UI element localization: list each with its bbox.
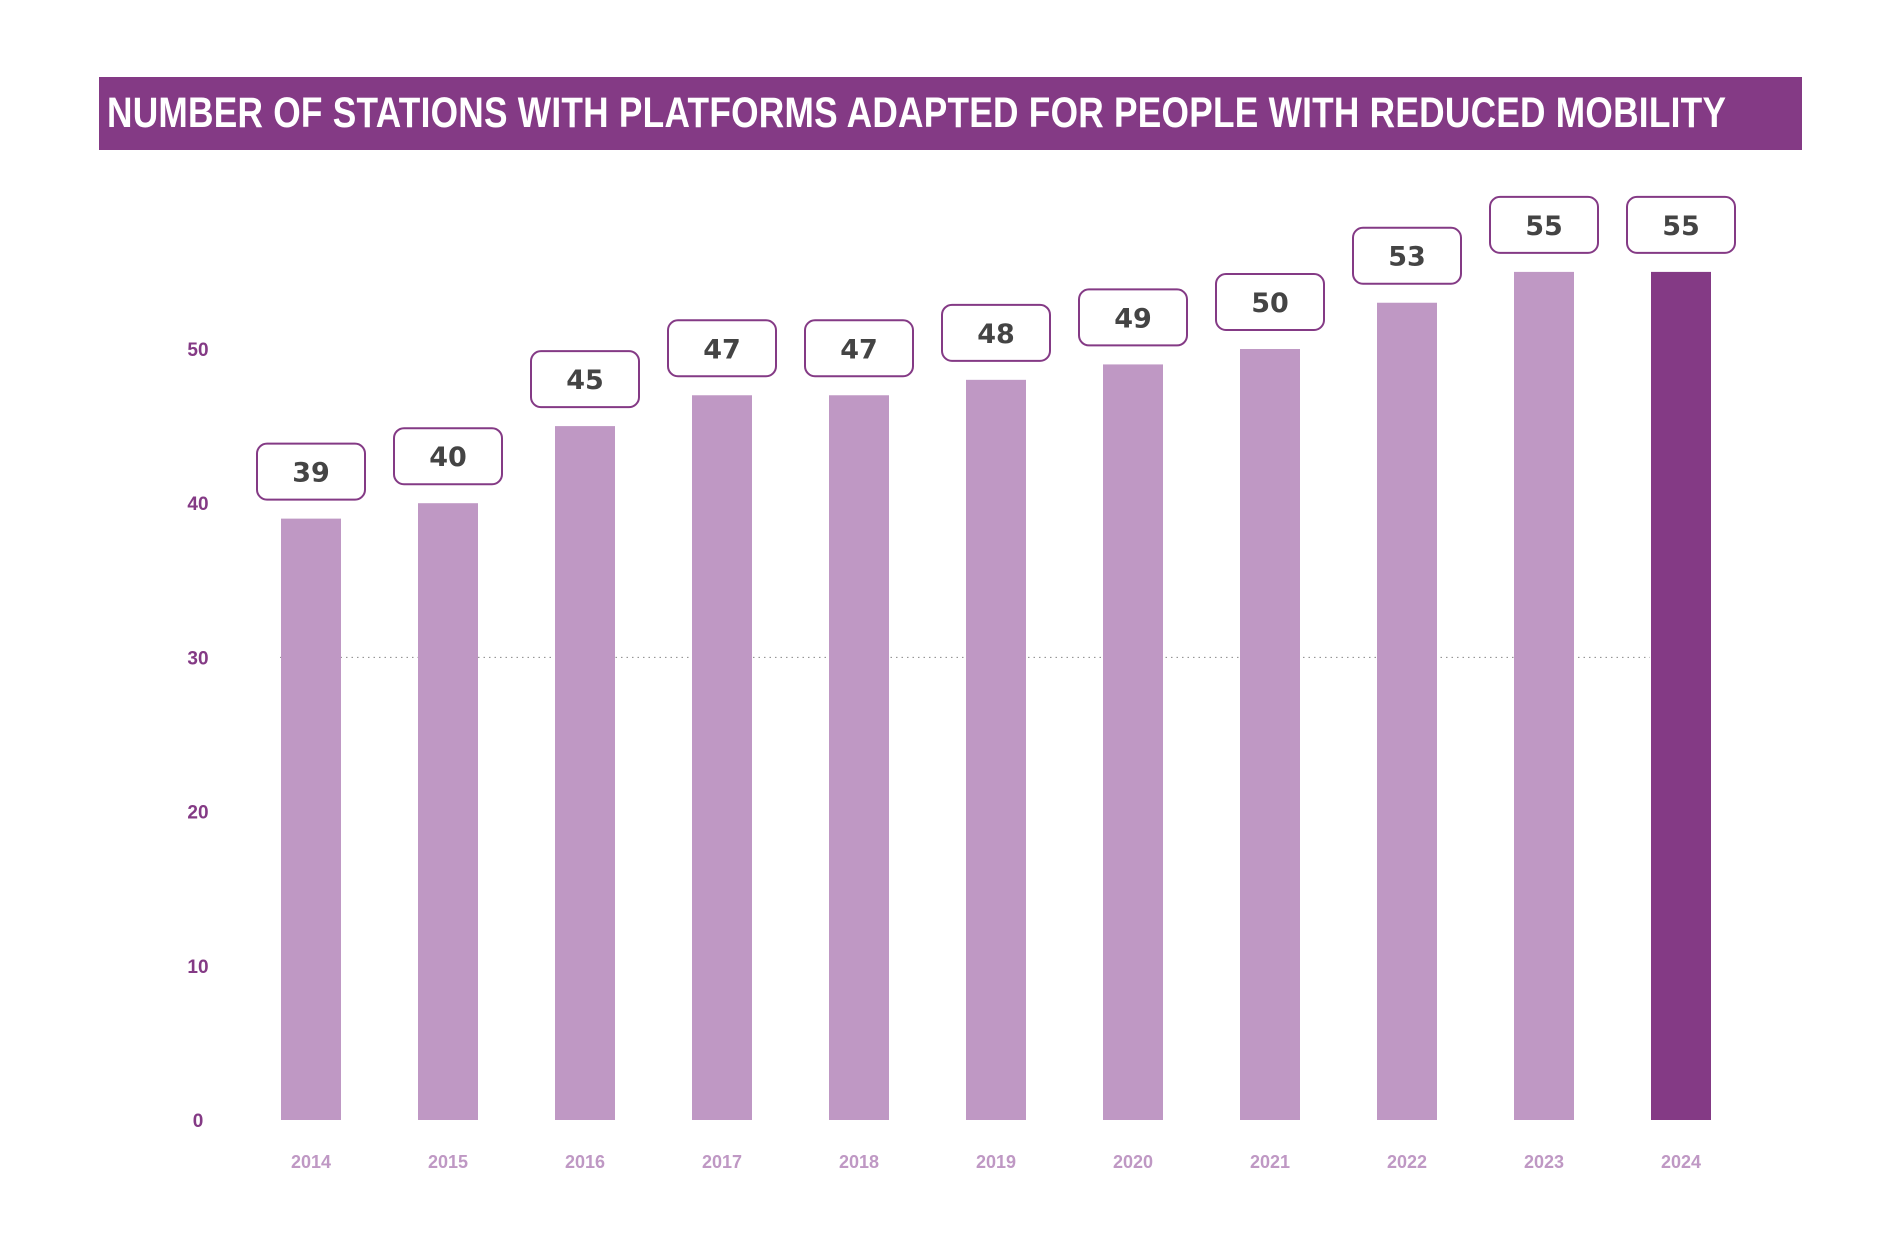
bar-2017 <box>692 395 752 1120</box>
data-label-2024: 55 <box>1626 195 1736 254</box>
x-tick-label-2024: 2024 <box>1661 1152 1701 1172</box>
y-tick-label: 0 <box>193 1111 204 1132</box>
bars <box>281 271 1711 1121</box>
y-tick-label: 40 <box>187 494 208 515</box>
bar-2020 <box>1103 364 1163 1120</box>
x-axis: 2014 2015 2016 2017 2018 2019 2020 2021 2022 2023… <box>291 1152 1701 1172</box>
data-label-value: 39 <box>292 458 330 489</box>
data-label-value: 40 <box>429 442 467 473</box>
data-label-box <box>804 319 914 378</box>
data-label-box <box>1489 195 1599 254</box>
data-label-box <box>1215 273 1325 331</box>
x-tick-label-2017: 2017 <box>702 1152 742 1172</box>
x-tick-label-2015: 2015 <box>428 1152 468 1172</box>
data-label-box <box>1626 195 1736 254</box>
data-label-box <box>667 319 777 378</box>
data-label-box <box>393 427 503 486</box>
data-label-2023: 55 <box>1489 195 1599 254</box>
data-label-2015: 40 <box>393 427 503 486</box>
data-label-value: 48 <box>977 319 1015 350</box>
data-label-2020: 49 <box>1078 288 1188 347</box>
data-label-value: 45 <box>566 365 604 396</box>
x-tick-label-2023: 2023 <box>1524 1152 1564 1172</box>
bar-2024 <box>1651 271 1711 1120</box>
bar-2014 <box>281 518 341 1120</box>
y-tick-label: 20 <box>187 803 208 824</box>
data-label-value: 49 <box>1114 303 1152 334</box>
data-label-value: 55 <box>1525 211 1563 242</box>
data-label-box <box>256 442 366 501</box>
y-tick-label: 30 <box>187 648 208 669</box>
data-label-2017: 47 <box>667 319 777 378</box>
y-axis: 0 10 20 30 40 50 <box>187 340 208 1132</box>
chart-title-banner: NUMBER OF STATIONS WITH PLATFORMS ADAPTE… <box>99 77 1802 150</box>
bar-2022 <box>1377 302 1437 1120</box>
data-label-box <box>530 350 640 409</box>
data-label-box <box>1078 288 1188 347</box>
bar-2016 <box>555 426 615 1121</box>
bar-2019 <box>966 379 1026 1121</box>
y-tick-label: 50 <box>187 340 208 361</box>
data-label-value: 47 <box>840 334 878 365</box>
data-label-value: 50 <box>1251 288 1289 319</box>
data-label-2014: 39 <box>256 442 366 501</box>
data-labels: 39 40 45 47 47 48 49 50 53 55 55 <box>256 195 1736 501</box>
chart-title: NUMBER OF STATIONS WITH PLATFORMS ADAPTE… <box>107 89 1727 137</box>
x-tick-label-2014: 2014 <box>291 1152 331 1172</box>
x-tick-label-2016: 2016 <box>565 1152 605 1172</box>
bar-2021 <box>1240 349 1300 1120</box>
data-label-2019: 48 <box>941 303 1051 362</box>
data-label-value: 53 <box>1388 242 1426 273</box>
x-tick-label-2020: 2020 <box>1113 1152 1153 1172</box>
data-label-2016: 45 <box>530 350 640 409</box>
x-tick-label-2019: 2019 <box>976 1152 1016 1172</box>
data-label-2018: 47 <box>804 319 914 378</box>
data-label-2021: 50 <box>1215 273 1325 331</box>
x-tick-label-2018: 2018 <box>839 1152 879 1172</box>
data-label-box <box>941 303 1051 362</box>
data-label-2022: 53 <box>1352 226 1462 285</box>
x-tick-label-2021: 2021 <box>1250 1152 1290 1172</box>
data-label-value: 55 <box>1662 211 1700 242</box>
bar-2015 <box>418 503 478 1120</box>
data-label-box <box>1352 226 1462 285</box>
bar-2023 <box>1514 271 1574 1120</box>
x-tick-label-2022: 2022 <box>1387 1152 1427 1172</box>
data-label-value: 47 <box>703 334 741 365</box>
bar-2018 <box>829 395 889 1120</box>
y-tick-label: 10 <box>187 957 208 978</box>
